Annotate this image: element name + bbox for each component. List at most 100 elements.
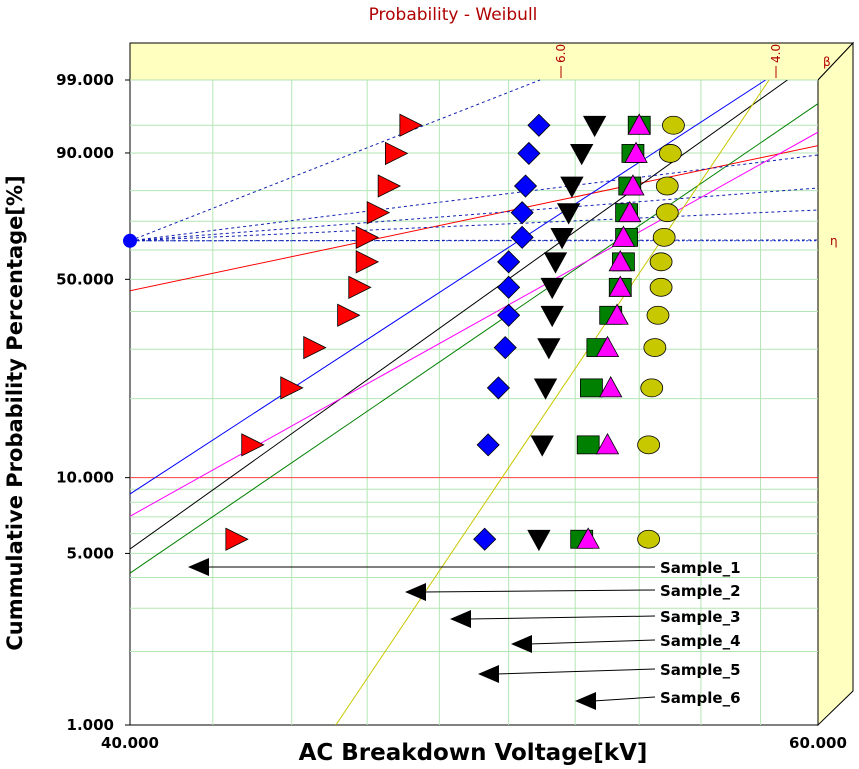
legend: Sample_1 Sample_2 Sample_3 Sample_4 Sample_5…	[188, 558, 741, 710]
point-sample_2	[497, 303, 521, 327]
eta-label: η	[830, 234, 838, 248]
legend-arrow-line	[467, 615, 656, 620]
point-sample_5	[627, 113, 651, 135]
point-sample_6	[658, 144, 682, 163]
point-sample_6	[652, 227, 676, 247]
point-sample_1	[280, 376, 304, 400]
eta-origin-marker	[123, 233, 137, 248]
legend-label-sample_4: Sample_4	[660, 632, 741, 650]
point-sample_6	[643, 338, 667, 358]
y-tick-label: 50.000	[56, 270, 114, 288]
point-sample_2	[473, 527, 497, 551]
point-sample_6	[655, 176, 679, 196]
legend-arrow-head	[478, 665, 499, 683]
legend-arrow-head	[575, 692, 596, 710]
legend-arrow-head	[188, 558, 209, 576]
point-sample_3	[550, 227, 574, 250]
point-sample_2	[513, 174, 538, 198]
x-axis-title: AC Breakdown Voltage[kV]	[299, 740, 648, 766]
point-sample_6	[649, 277, 673, 297]
point-sample_3	[556, 203, 581, 225]
point-sample_5	[599, 376, 623, 398]
point-sample_6	[637, 529, 661, 549]
data-points	[225, 113, 685, 552]
legend-arrow-head	[405, 583, 426, 601]
legend-arrow-head	[511, 635, 532, 653]
legend-arrow-head	[450, 610, 471, 628]
point-sample_2	[510, 225, 534, 249]
fit-line-sample_5	[130, 131, 818, 517]
beta-tick-label: 4.0	[769, 44, 783, 63]
point-sample_3	[540, 277, 564, 300]
point-sample_5	[611, 225, 636, 247]
point-sample_3	[530, 435, 554, 457]
y-tick-label: 1.000	[67, 716, 114, 734]
point-sample_2	[486, 376, 510, 400]
point-sample_1	[399, 113, 423, 137]
point-sample_5	[624, 141, 648, 163]
legend-arrow-line	[592, 696, 656, 702]
point-sample_3	[570, 144, 594, 166]
point-sample_5	[618, 200, 642, 223]
legend-arrow-line	[495, 668, 656, 675]
y-axis-title: Cummulative Probability Percentage[%]	[3, 175, 27, 650]
y-tick-label: 90.000	[56, 144, 114, 162]
point-sample_1	[366, 201, 391, 225]
fit-line-sample_6	[335, 80, 770, 725]
point-sample_2	[497, 275, 521, 299]
point-sample_6	[649, 252, 673, 272]
beta-guide-line	[129, 239, 819, 242]
point-sample_3	[543, 252, 568, 274]
beta-guide-line	[129, 79, 541, 242]
legend-arrow-line	[422, 589, 656, 593]
y-tick-label: 99.000	[56, 71, 114, 89]
chart-title: Probability - Weibull	[369, 5, 538, 25]
x-tick-label: 60.000	[789, 734, 847, 752]
point-sample_5	[621, 174, 645, 196]
legend-label-sample_6: Sample_6	[660, 689, 741, 707]
point-sample_1	[303, 335, 327, 360]
point-sample_5	[595, 433, 620, 455]
point-sample_3	[533, 378, 558, 400]
point-sample_3	[582, 115, 607, 138]
legend-label-sample_1: Sample_1	[660, 559, 741, 577]
point-sample_1	[337, 303, 361, 327]
point-sample_4	[580, 378, 603, 398]
point-sample_1	[225, 527, 249, 551]
legend-arrow-line	[528, 639, 656, 645]
point-sample_1	[355, 250, 380, 274]
point-sample_1	[348, 275, 372, 299]
point-sample_2	[527, 113, 551, 137]
point-sample_5	[605, 303, 629, 325]
point-sample_3	[540, 305, 564, 328]
point-sample_1	[385, 141, 409, 166]
legend-label-sample_5: Sample_5	[660, 661, 741, 679]
point-sample_1	[241, 433, 265, 457]
beta-guide-line	[129, 209, 819, 242]
axes: 1.000 5.000 10.000 50.000 90.000 99.000 40.000…	[56, 44, 847, 752]
beta-tick-label: 6.0	[554, 44, 568, 63]
point-sample_3	[537, 338, 561, 360]
beta-label: β	[823, 55, 831, 69]
point-sample_2	[510, 201, 534, 225]
point-sample_2	[517, 141, 541, 165]
top-panel	[129, 42, 855, 81]
point-sample_6	[646, 305, 670, 325]
fit-line-sample_4	[130, 103, 818, 574]
point-sample_6	[640, 378, 664, 398]
right-panel	[817, 41, 854, 727]
beta-guide-line	[129, 154, 819, 242]
point-sample_5	[608, 249, 632, 272]
beta-guide-lines	[123, 79, 819, 248]
point-sample_5	[576, 527, 600, 549]
grid	[130, 79, 818, 725]
legend-label-sample_3: Sample_3	[660, 608, 741, 626]
point-sample_6	[637, 435, 661, 455]
plot-area	[129, 79, 819, 726]
legend-label-sample_2: Sample_2	[660, 582, 741, 600]
y-tick-label: 10.000	[56, 469, 114, 487]
point-sample_6	[662, 115, 685, 135]
fit-line-sample_2	[130, 80, 766, 495]
point-sample_2	[476, 433, 500, 457]
